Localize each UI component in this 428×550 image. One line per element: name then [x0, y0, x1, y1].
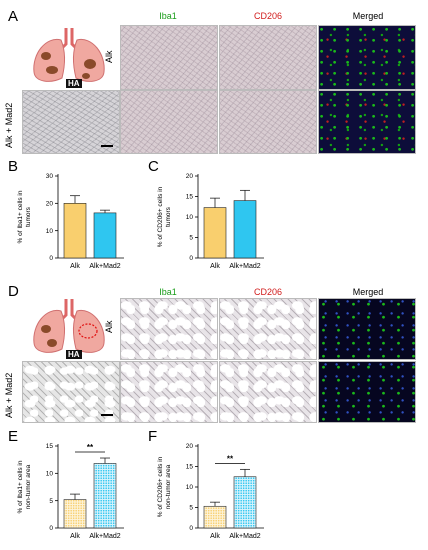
y-tick-label: 5	[189, 505, 193, 512]
row-label-alk-d: Alk	[104, 320, 114, 333]
panel-label-f: F	[148, 428, 158, 445]
ha-label-a: HA	[66, 79, 82, 88]
bar-alk-mad2	[233, 200, 257, 259]
category-label: Alk	[210, 263, 220, 270]
bar-alk-mad2	[93, 212, 117, 259]
header-cd206-a: CD206	[253, 11, 282, 21]
micrograph-iba1-alk-mad2	[120, 90, 218, 154]
y-tick-label: 10	[46, 471, 54, 478]
header-merged-d: Merged	[352, 287, 384, 297]
category-label: Alk+Mad2	[89, 263, 120, 270]
y-tick-label: 10	[46, 228, 54, 235]
micrograph-merged-alk-mad2-d	[318, 361, 416, 423]
y-tick-label: 20	[46, 201, 54, 208]
micrograph-merged-alk	[318, 25, 416, 90]
panel-label-e: E	[8, 428, 19, 445]
significance-marker: **	[227, 454, 234, 463]
micrograph-ha-alk-mad2	[22, 90, 120, 154]
micrograph-cd206-alk-d	[219, 298, 317, 360]
micrograph-cd206-alk-mad2-d	[219, 361, 317, 423]
category-label: Alk+Mad2	[229, 263, 260, 270]
micrograph-iba1-alk-d	[120, 298, 218, 360]
category-label: Alk	[210, 533, 220, 540]
header-merged-a: Merged	[352, 11, 384, 21]
bar-alk	[203, 207, 227, 259]
y-tick-label: 0	[189, 255, 193, 262]
bar-alk-mad2	[233, 476, 257, 529]
y-tick-label: 15	[46, 443, 54, 450]
y-tick-label: 15	[186, 194, 194, 201]
significance-marker: **	[87, 443, 94, 452]
y-tick-label: 0	[49, 525, 53, 532]
lung-diagram-a	[28, 26, 110, 86]
panel-label-d: D	[8, 283, 19, 300]
micrograph-iba1-alk	[120, 25, 218, 90]
micrograph-cd206-alk	[219, 25, 317, 90]
y-axis-label: % of CD206+ cells innon-tumor area	[157, 456, 172, 517]
bar-alk	[63, 499, 87, 529]
panel-label-b: B	[8, 158, 19, 175]
ha-label-d: HA	[66, 350, 82, 359]
micrograph-ha-alk-mad2-d	[22, 361, 120, 423]
y-tick-label: 5	[49, 498, 53, 505]
panel-label-c: C	[148, 158, 159, 175]
lung-diagram-d	[28, 297, 110, 357]
chart-e: % of Iba1+ cells innon-tumor area 0 5 10 15 A…	[17, 443, 124, 540]
panel-label-a: A	[8, 8, 19, 25]
bar-alk	[203, 505, 227, 529]
row-label-alk-mad2-a: Alk + Mad2	[4, 102, 14, 148]
scale-bar	[101, 145, 113, 147]
category-label: Alk	[70, 263, 80, 270]
y-tick-label: 10	[186, 484, 194, 491]
y-tick-label: 5	[189, 235, 193, 242]
header-cd206-d: CD206	[253, 287, 282, 297]
row-label-alk-a: Alk	[104, 50, 114, 63]
y-tick-label: 20	[186, 443, 194, 450]
y-axis-label: % of Iba1+ cells innon-tumor area	[17, 460, 32, 513]
chart-c: % of CD206+ cells intumors 0 5 10 15 20 Alk Alk…	[157, 173, 264, 270]
scale-bar	[101, 414, 113, 416]
y-tick-label: 0	[49, 255, 53, 262]
y-axis-label: % of Iba1+ cells intumors	[17, 190, 32, 243]
chart-f: % of CD206+ cells innon-tumor area 0 5 10 15…	[157, 443, 264, 540]
chart-b: % of Iba1+ cells intumors 0 10 20 30 Alk Alk+M…	[17, 173, 124, 270]
bar-alk	[63, 203, 87, 259]
y-tick-label: 20	[186, 173, 194, 180]
category-label: Alk+Mad2	[229, 533, 260, 540]
bar-alk-mad2	[93, 463, 117, 529]
y-tick-label: 0	[189, 525, 193, 532]
category-label: Alk+Mad2	[89, 533, 120, 540]
row-label-alk-mad2-d: Alk + Mad2	[4, 372, 14, 418]
micrograph-iba1-alk-mad2-d	[120, 361, 218, 423]
y-tick-label: 15	[186, 464, 194, 471]
header-iba1-a: Iba1	[159, 11, 177, 21]
y-axis-label: % of CD206+ cells intumors	[157, 186, 172, 247]
y-tick-label: 10	[186, 214, 194, 221]
micrograph-cd206-alk-mad2	[219, 90, 317, 154]
micrograph-merged-alk-mad2	[318, 90, 416, 154]
header-iba1-d: Iba1	[159, 287, 177, 297]
micrograph-merged-alk-d	[318, 298, 416, 360]
y-tick-label: 30	[46, 173, 54, 180]
category-label: Alk	[70, 533, 80, 540]
